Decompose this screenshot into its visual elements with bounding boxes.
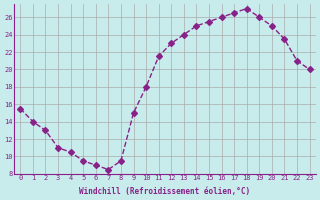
X-axis label: Windchill (Refroidissement éolien,°C): Windchill (Refroidissement éolien,°C) (79, 187, 251, 196)
